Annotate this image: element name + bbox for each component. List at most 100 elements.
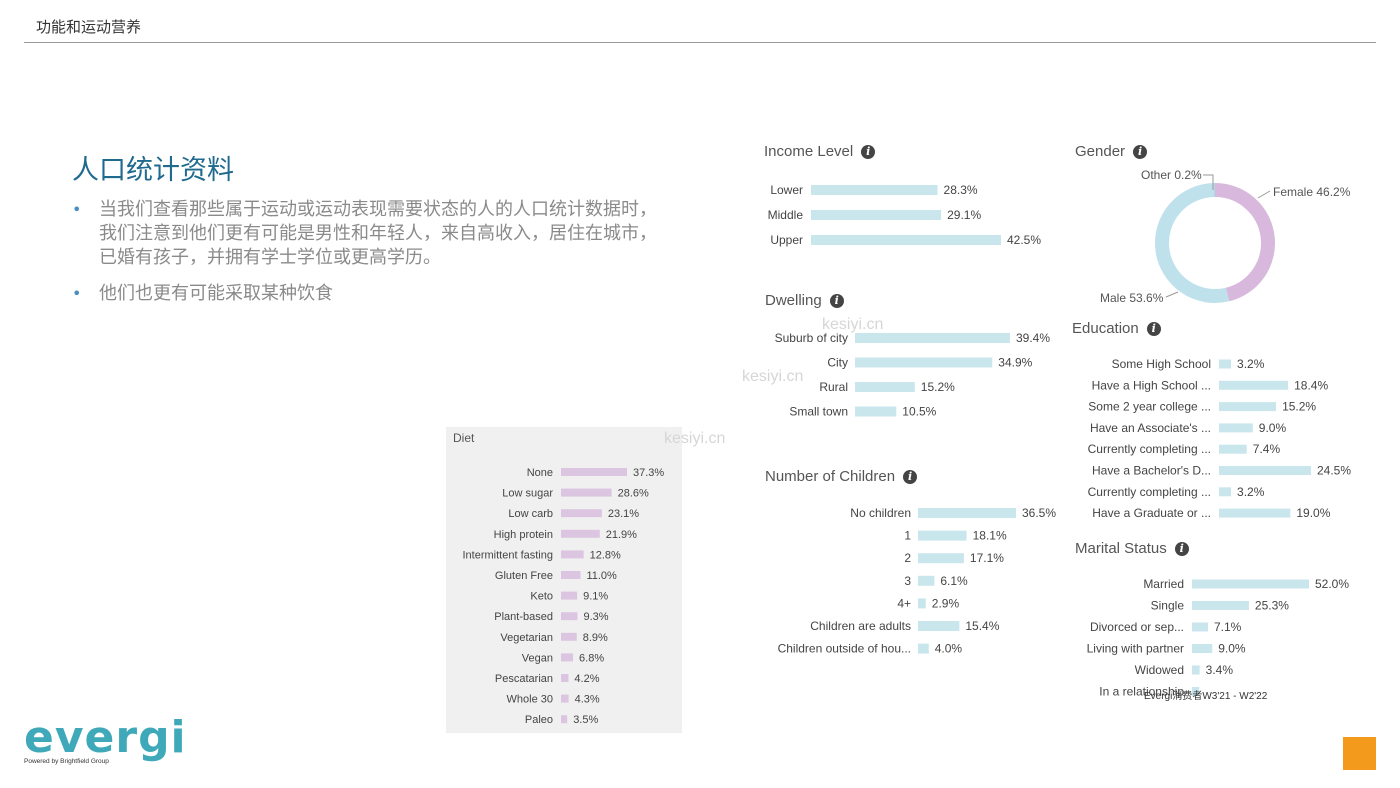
diet-category-label: Whole 30	[507, 694, 553, 706]
diet-category-label: None	[527, 467, 553, 479]
logo-tagline: Powered by Brightfield Group	[24, 758, 109, 765]
gender-leader-other	[1203, 174, 1214, 190]
income-value-label: 42.5%	[1007, 233, 1041, 247]
gender-leader-female	[1257, 190, 1271, 199]
diet-value-label: 9.3%	[583, 611, 608, 623]
diet-bar	[561, 694, 569, 703]
income-bar	[811, 185, 938, 195]
gender-donut-slice-female	[1214, 183, 1275, 302]
diet-value-label: 28.6%	[618, 488, 649, 500]
diet-value-label: 4.2%	[574, 673, 599, 685]
watermark-text: kesiyi.cn	[822, 316, 884, 333]
dwelling-bar	[855, 406, 897, 417]
diet-value-label: 12.8%	[590, 549, 621, 561]
children-chart-title: Number of Children i	[765, 468, 918, 485]
marital-value-label: 9.0%	[1218, 642, 1246, 656]
diet-value-label: 4.3%	[575, 694, 600, 706]
children-bar	[918, 643, 929, 654]
children-value-label: 2.9%	[932, 596, 960, 610]
bullet-text: 他们也更有可能采取某种饮食	[99, 283, 333, 304]
dwelling-value-label: 15.2%	[921, 380, 955, 394]
education-value-label: 7.4%	[1253, 442, 1281, 456]
diet-bar	[561, 632, 577, 641]
dwelling-value-label: 34.9%	[998, 356, 1032, 370]
dwelling-category-label: Rural	[819, 380, 848, 394]
diet-value-label: 8.9%	[583, 632, 608, 644]
marital-category-label: Married	[1143, 577, 1184, 591]
diet-category-label: Pescatarian	[495, 673, 553, 685]
info-icon[interactable]: i	[903, 470, 918, 484]
education-value-label: 9.0%	[1259, 421, 1287, 435]
children-category-label: Children are adults	[810, 619, 911, 633]
gender-title-text: Gender	[1075, 143, 1126, 160]
income-category-label: Middle	[768, 208, 804, 222]
education-category-label: Have a Bachelor's D...	[1092, 464, 1211, 478]
diet-bar	[561, 715, 568, 724]
diet-bar	[561, 612, 578, 621]
diet-category-label: Paleo	[525, 714, 553, 726]
diet-category-label: Keto	[530, 591, 553, 603]
diet-chart-title: Diet	[453, 431, 475, 445]
education-category-label: Some High School	[1112, 357, 1211, 371]
diet-category-label: Gluten Free	[495, 570, 553, 582]
children-category-label: No children	[850, 506, 911, 520]
children-value-label: 36.5%	[1022, 506, 1056, 520]
marital-value-label: 3.4%	[1206, 663, 1234, 677]
diet-value-label: 21.9%	[606, 529, 637, 541]
dwelling-chart-title: Dwelling i	[765, 292, 844, 309]
education-category-label: Have a High School ...	[1092, 378, 1211, 392]
gender-label-other: Other 0.2%	[1141, 168, 1202, 182]
gender-donut-slice-male	[1155, 183, 1230, 303]
gender-label-male: Male 53.6%	[1100, 291, 1164, 305]
income-chart-title: Income Level i	[764, 143, 876, 160]
children-value-label: 17.1%	[970, 551, 1004, 565]
education-bar	[1219, 466, 1311, 475]
info-icon[interactable]: i	[1133, 145, 1148, 159]
children-category-label: 1	[904, 529, 911, 543]
children-value-label: 15.4%	[965, 619, 999, 633]
dwelling-bar	[855, 382, 915, 392]
education-bar	[1219, 380, 1289, 390]
info-icon[interactable]: i	[829, 294, 844, 308]
dwelling-category-label: Small town	[789, 405, 848, 419]
education-title-text: Education	[1072, 320, 1139, 337]
diet-bar	[561, 653, 574, 662]
bullet-list: • 当我们查看那些属于运动或运动表现需要状态的人的人口统计数据时，我们注意到他们更…	[72, 198, 662, 318]
info-icon[interactable]: i	[861, 145, 876, 159]
income-bar	[811, 235, 1001, 245]
diet-value-label: 23.1%	[608, 508, 639, 520]
diet-bar	[561, 674, 569, 682]
education-bar	[1219, 508, 1291, 518]
income-bar	[811, 210, 942, 220]
education-bar	[1219, 487, 1232, 497]
dwelling-value-label: 10.5%	[902, 405, 936, 419]
marital-bar	[1192, 601, 1249, 610]
gender-chart-title: Gender i	[1075, 143, 1148, 160]
diet-category-label: Low sugar	[502, 488, 553, 500]
children-bar	[918, 508, 1016, 518]
bullet-item: • 他们也更有可能采取某种饮食	[72, 282, 662, 306]
diet-bar	[561, 468, 627, 476]
info-icon[interactable]: i	[1174, 542, 1189, 556]
income-category-label: Lower	[770, 183, 803, 197]
dwelling-value-label: 39.4%	[1016, 331, 1050, 345]
children-bar	[918, 621, 960, 631]
diet-category-label: Vegan	[522, 652, 553, 664]
diet-category-label: Plant-based	[494, 611, 553, 623]
marital-bar	[1192, 665, 1200, 675]
bullet-dot-icon: •	[72, 284, 82, 303]
diet-category-label: Low carb	[508, 508, 553, 520]
education-value-label: 15.2%	[1282, 400, 1316, 414]
education-value-label: 24.5%	[1317, 464, 1351, 478]
education-category-label: Some 2 year college ...	[1088, 400, 1211, 414]
bullet-text: 当我们查看那些属于运动或运动表现需要状态的人的人口统计数据时，我们注意到他们更有…	[99, 199, 657, 268]
marital-bar	[1192, 622, 1208, 632]
diet-bar	[561, 571, 581, 579]
info-icon[interactable]: i	[1146, 322, 1161, 336]
children-bar	[918, 553, 964, 564]
children-category-label: 4+	[897, 596, 911, 610]
diet-value-label: 37.3%	[633, 467, 664, 479]
children-value-label: 18.1%	[973, 529, 1007, 543]
bullet-dot-icon: •	[72, 200, 82, 219]
